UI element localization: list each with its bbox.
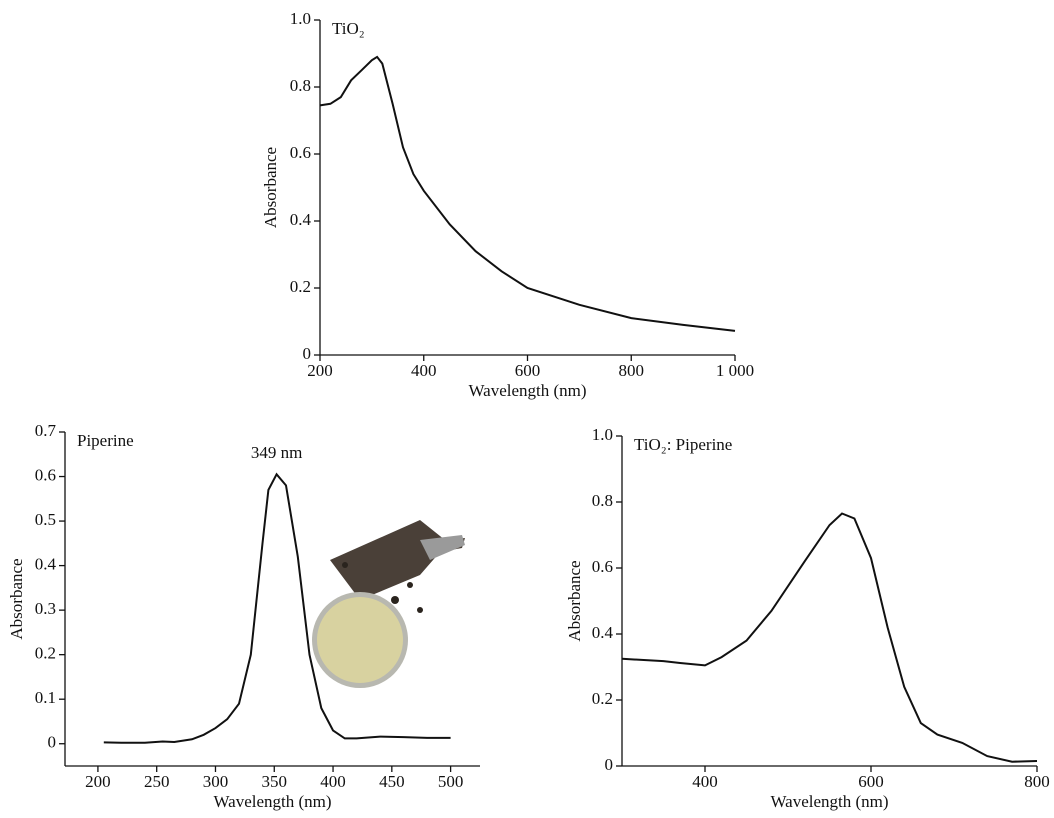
panel-label: TiO₂ xyxy=(332,19,365,38)
y-tick-label: 0 xyxy=(605,755,614,774)
curve xyxy=(103,472,451,744)
y-axis-label: Absorbance xyxy=(261,147,280,228)
pepper-photo xyxy=(312,520,465,688)
x-axis-label: Wavelength (nm) xyxy=(770,792,888,811)
y-tick-label: 0.7 xyxy=(35,421,57,440)
x-tick-label: 500 xyxy=(438,772,464,791)
y-tick-label: 0.4 xyxy=(35,555,57,574)
x-tick-label: 400 xyxy=(411,361,437,380)
y-tick-label: 0.6 xyxy=(592,557,613,576)
x-tick-label: 800 xyxy=(1024,772,1050,791)
x-tick-label: 600 xyxy=(858,772,884,791)
y-tick-label: 1.0 xyxy=(290,9,311,28)
y-tick-label: 0.2 xyxy=(35,644,56,663)
panel-label: Piperine xyxy=(77,431,134,450)
y-tick-label: 0.3 xyxy=(35,599,56,618)
y-tick-label: 0 xyxy=(48,733,57,752)
curve xyxy=(319,55,736,332)
panel-label: TiO₂: Piperine xyxy=(634,435,732,454)
x-tick-label: 350 xyxy=(262,772,288,791)
y-tick-label: 0.6 xyxy=(290,143,311,162)
y-tick-label: 0.1 xyxy=(35,688,56,707)
curve xyxy=(621,512,1038,763)
y-axis-label: Absorbance xyxy=(7,558,26,639)
x-tick-label: 800 xyxy=(619,361,645,380)
y-tick-label: 0.2 xyxy=(592,689,613,708)
y-axis-label: Absorbance xyxy=(565,560,584,641)
y-tick-label: 0.8 xyxy=(592,491,613,510)
x-tick-label: 450 xyxy=(379,772,405,791)
y-tick-label: 0.6 xyxy=(35,465,56,484)
x-axis-label: Wavelength (nm) xyxy=(213,792,331,811)
x-axis-label: Wavelength (nm) xyxy=(468,381,586,400)
x-tick-label: 250 xyxy=(144,772,170,791)
y-tick-label: 0.2 xyxy=(290,277,311,296)
y-tick-label: 0 xyxy=(303,344,312,363)
y-tick-label: 0.5 xyxy=(35,510,56,529)
x-tick-label: 400 xyxy=(692,772,718,791)
x-tick-label: 400 xyxy=(320,772,346,791)
y-tick-label: 0.8 xyxy=(290,76,311,95)
y-tick-label: 0.4 xyxy=(592,623,614,642)
x-tick-label: 200 xyxy=(85,772,111,791)
y-tick-label: 1.0 xyxy=(592,425,613,444)
y-tick-label: 0.4 xyxy=(290,210,312,229)
annotation: 349 nm xyxy=(251,443,302,462)
x-tick-label: 300 xyxy=(203,772,229,791)
x-tick-label: 200 xyxy=(307,361,333,380)
x-tick-label: 600 xyxy=(515,361,541,380)
x-tick-label: 1 000 xyxy=(716,361,754,380)
